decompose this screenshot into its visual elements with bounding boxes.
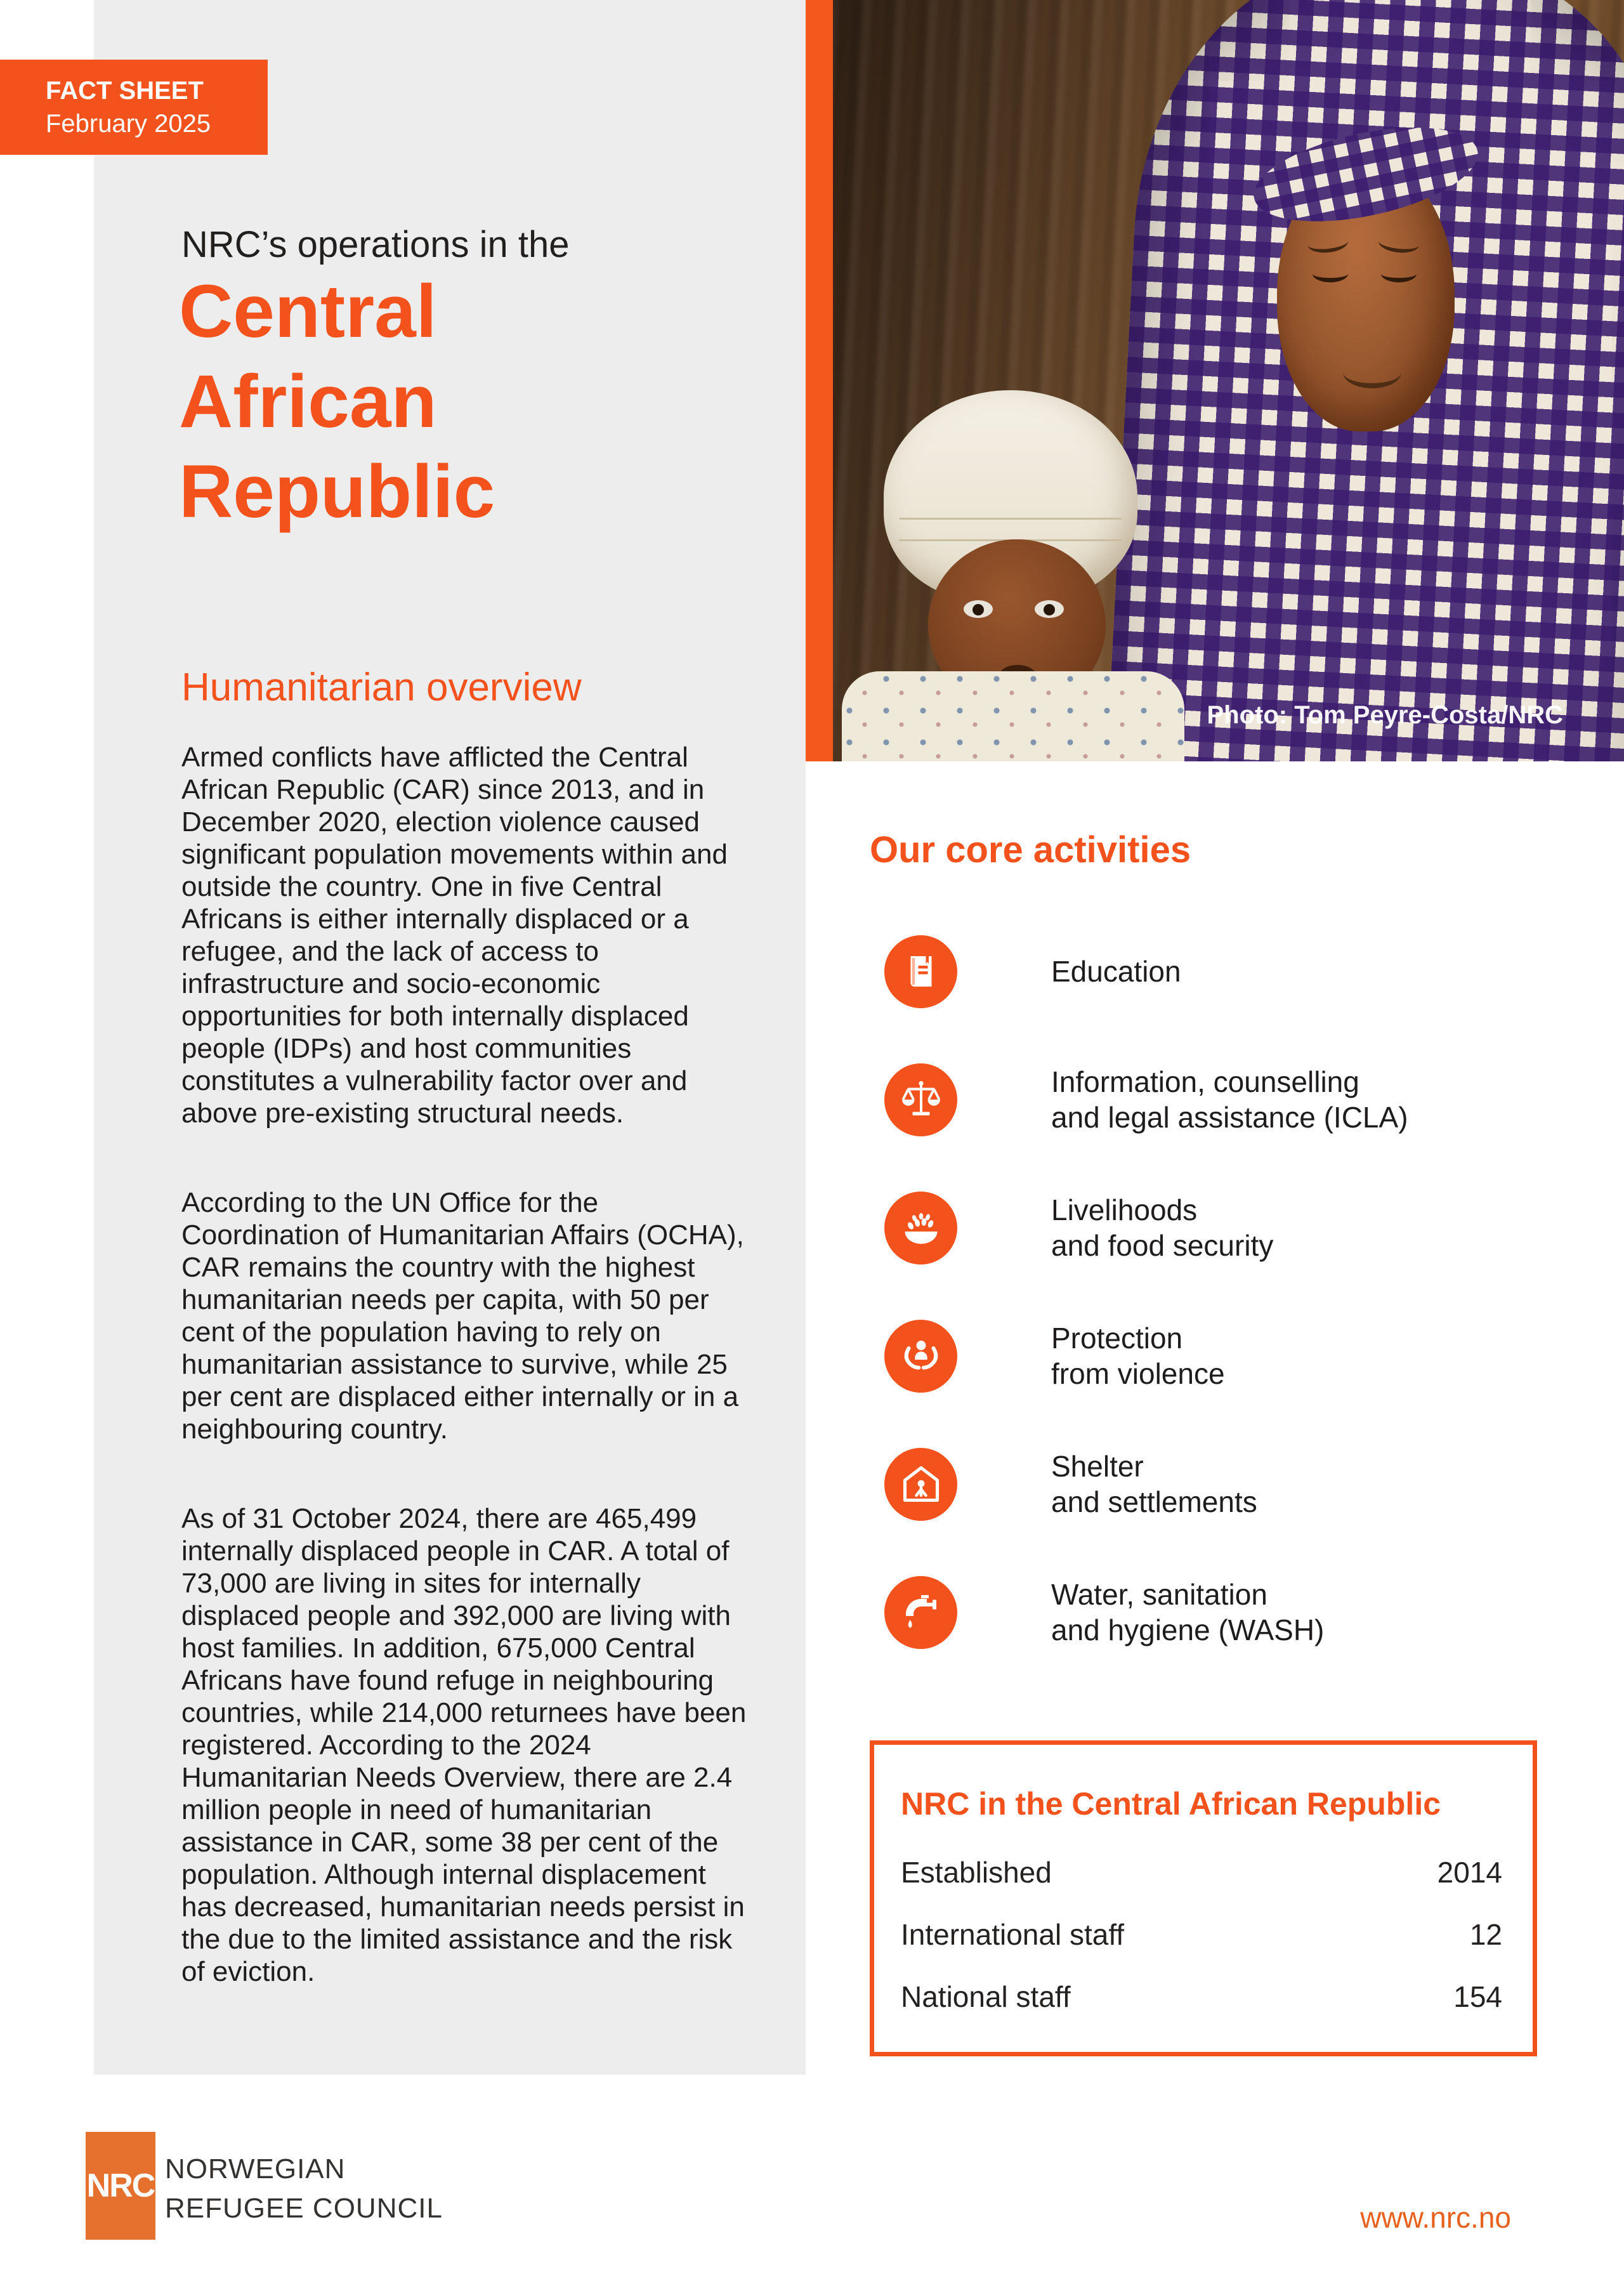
info-row-international-staff: International staff 12	[901, 1918, 1502, 1951]
activity-row-icla: Information, counselling and legal assis…	[884, 1035, 1582, 1164]
page-title: Central African Republic	[179, 270, 495, 534]
baby-pupil	[1044, 604, 1055, 615]
nrc-info-box: NRC in the Central African Republic Esta…	[870, 1740, 1537, 2056]
org-name-line2: REFUGEE COUNCIL	[165, 2193, 443, 2224]
overview-paragraph: As of 31 October 2024, there are 465,499…	[181, 1503, 747, 1987]
section-heading-humanitarian-overview: Humanitarian overview	[181, 666, 582, 709]
org-name-line1: NORWEGIAN	[165, 2153, 346, 2185]
section-heading-core-activities: Our core activities	[870, 829, 1191, 871]
nrc-logo-text: NRC	[86, 2167, 156, 2204]
left-column-panel	[94, 0, 806, 2075]
activity-row-protection: Protection from violence	[884, 1292, 1582, 1420]
info-box-rows: Established 2014 International staff 12 …	[901, 1855, 1502, 2014]
badge-date: February 2025	[46, 110, 211, 138]
activity-row-livelihoods: Livelihoods and food security	[884, 1164, 1582, 1292]
activity-row-shelter: Shelter and settlements	[884, 1420, 1582, 1548]
woman-eyebrow	[1377, 231, 1420, 255]
activity-row-education: Education	[884, 907, 1582, 1035]
info-row-established: Established 2014	[901, 1856, 1502, 1889]
activity-label: Livelihoods and food security	[1051, 1193, 1274, 1262]
badge-title: FACT SHEET	[46, 77, 204, 105]
water-tap-icon	[884, 1575, 957, 1649]
woman-eye	[1381, 265, 1417, 282]
core-activities-list: Education Information, counselling and l…	[884, 907, 1582, 1676]
photo-credit: Photo: Tom Peyre-Costa/NRC	[1207, 701, 1563, 729]
scales-icon	[884, 1063, 957, 1136]
info-box-title: NRC in the Central African Republic	[901, 1786, 1441, 1822]
activity-label: Education	[1051, 955, 1181, 988]
info-row-national-staff: National staff 154	[901, 1980, 1502, 2013]
education-book-icon	[884, 935, 957, 1008]
org-name: NORWEGIAN REFUGEE COUNCIL	[165, 2150, 443, 2228]
factsheet-badge: FACT SHEET February 2025	[0, 60, 268, 155]
wheat-bowl-icon	[884, 1191, 957, 1265]
hero-photo: Photo: Tom Peyre-Costa/NRC	[833, 0, 1624, 761]
baby-eye	[964, 600, 993, 618]
activity-label: Protection from violence	[1051, 1322, 1225, 1390]
overview-paragraph: According to the UN Office for the Coord…	[181, 1187, 744, 1445]
woman-eye	[1313, 265, 1348, 282]
baby-pupil	[972, 604, 984, 615]
shelter-house-icon	[884, 1447, 957, 1521]
orange-divider-bar	[806, 0, 833, 761]
overview-body: Armed conflicts have afflicted the Centr…	[181, 741, 750, 2045]
baby-eye	[1035, 600, 1064, 618]
baby-onesie	[842, 671, 1184, 761]
page-kicker: NRC’s operations in the	[181, 224, 570, 265]
overview-paragraph: Armed conflicts have afflicted the Centr…	[181, 742, 728, 1129]
activity-label: Shelter and settlements	[1051, 1450, 1257, 1518]
nrc-logo: NRC	[86, 2132, 155, 2240]
woman-smile	[1343, 357, 1401, 388]
hands-person-icon	[884, 1319, 957, 1393]
activity-label: Water, sanitation and hygiene (WASH)	[1051, 1578, 1325, 1646]
woman-eyebrow	[1306, 231, 1349, 255]
activity-label: Information, counselling and legal assis…	[1051, 1065, 1408, 1134]
website-link[interactable]: www.nrc.no	[1360, 2201, 1511, 2234]
cap-stripe	[899, 518, 1122, 520]
activity-row-wash: Water, sanitation and hygiene (WASH)	[884, 1548, 1582, 1676]
